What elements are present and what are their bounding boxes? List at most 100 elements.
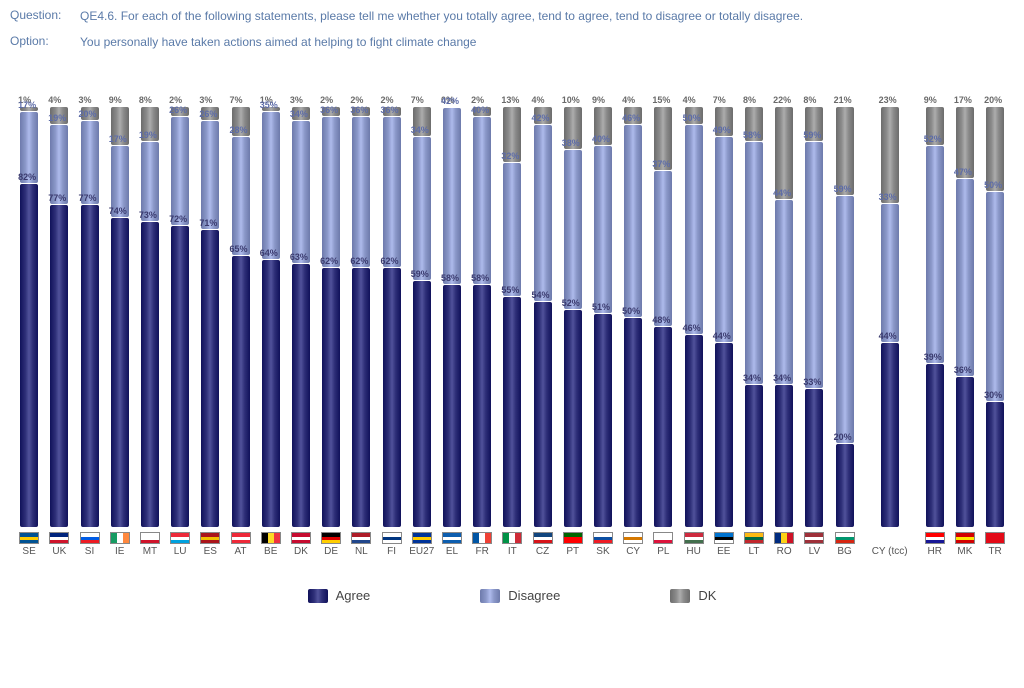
- legend-label: Disagree: [508, 588, 560, 603]
- bar-segment-disagree: 32%: [503, 163, 521, 297]
- bar-segment-disagree: 42%: [443, 108, 461, 284]
- chart-column: 3%34%63%DK: [286, 68, 316, 578]
- question-text: QE4.6. For each of the following stateme…: [80, 8, 803, 24]
- bar-segment-disagree: 33%: [881, 204, 899, 342]
- bar-segment-agree: 62%: [322, 268, 340, 527]
- chart-column: 2%36%62%FI: [376, 68, 406, 578]
- chart-column: 7%34%59%EU27: [407, 68, 437, 578]
- bar-value-label: 77%: [48, 193, 66, 203]
- chart-column: 17%47%36%MK: [950, 68, 980, 578]
- country-code-label: CY: [626, 546, 640, 557]
- bar-value-label: 73%: [139, 210, 157, 220]
- country-code-label: EE: [717, 546, 730, 557]
- bar-value-label: 8%: [743, 95, 756, 105]
- bar-segment-agree: 46%: [685, 335, 703, 527]
- bar-value-label: 10%: [562, 95, 580, 105]
- country-flag-icon: [170, 532, 190, 544]
- bar-segment-agree: 51%: [594, 314, 612, 527]
- country-code-label: FR: [475, 546, 488, 557]
- legend-swatch-icon: [480, 589, 500, 603]
- chart-column: 4%46%50%CY: [618, 68, 648, 578]
- bar-value-label: 50%: [683, 113, 701, 123]
- bar-segment-agree: 44%: [715, 343, 733, 527]
- country-code-label: SE: [22, 546, 35, 557]
- bar-value-label: 46%: [683, 323, 701, 333]
- bar-value-label: 26%: [169, 105, 187, 115]
- bar-value-label: 58%: [441, 273, 459, 283]
- bar-value-label: 42%: [441, 96, 459, 106]
- chart-column: 13%32%55%IT: [497, 68, 527, 578]
- chart-column: 15%37%48%PL: [648, 68, 678, 578]
- bar-segment-disagree: 50%: [685, 125, 703, 334]
- bar-value-label: 40%: [592, 134, 610, 144]
- bar-segment-agree: 71%: [201, 230, 219, 527]
- bar-value-label: 58%: [743, 130, 761, 140]
- bar-segment-agree: 54%: [534, 302, 552, 528]
- bar-segment-agree: 48%: [654, 327, 672, 528]
- bar-value-label: 71%: [199, 218, 217, 228]
- bar-segment-dk: 22%: [775, 107, 793, 199]
- bar-value-label: 38%: [562, 138, 580, 148]
- country-code-label: LU: [174, 546, 187, 557]
- legend-label: Agree: [336, 588, 371, 603]
- country-flag-icon: [321, 532, 341, 544]
- bar-value-label: 52%: [924, 134, 942, 144]
- bar-segment-disagree: 58%: [745, 142, 763, 385]
- bar-value-label: 49%: [713, 125, 731, 135]
- bar-segment-agree: 59%: [413, 281, 431, 528]
- bar-value-label: 34%: [743, 373, 761, 383]
- country-flag-icon: [200, 532, 220, 544]
- bar-value-label: 82%: [18, 172, 36, 182]
- chart-column: 4%42%54%CZ: [527, 68, 557, 578]
- bar-value-label: 22%: [773, 95, 791, 105]
- bar-segment-disagree: 59%: [836, 196, 854, 443]
- country-code-label: HR: [928, 546, 942, 557]
- chart-column: 10%38%52%PT: [558, 68, 588, 578]
- bar-value-label: 17%: [109, 134, 127, 144]
- bar-segment-dk: 23%: [881, 107, 899, 203]
- country-flag-icon: [472, 532, 492, 544]
- bar-segment-agree: 34%: [745, 385, 763, 527]
- legend-item-agree: Agree: [308, 588, 371, 603]
- bar-segment-disagree: 35%: [262, 112, 280, 258]
- bar-value-label: 55%: [501, 285, 519, 295]
- country-flag-icon: [19, 532, 39, 544]
- chart-column: 7%28%65%AT: [225, 68, 255, 578]
- bar-segment-disagree: 36%: [352, 117, 370, 268]
- country-flag-icon: [502, 532, 522, 544]
- chart-column: 20%50%30%TR: [980, 68, 1010, 578]
- country-flag-icon: [985, 532, 1005, 544]
- bar-value-label: 62%: [381, 256, 399, 266]
- chart-column: 9%52%39%HR: [920, 68, 950, 578]
- bar-value-label: 33%: [803, 377, 821, 387]
- chart-column: 8%58%34%LT: [739, 68, 769, 578]
- bar-value-label: 4%: [683, 95, 696, 105]
- country-flag-icon: [714, 532, 734, 544]
- bar-value-label: 4%: [48, 95, 61, 105]
- bar-value-label: 74%: [109, 206, 127, 216]
- country-flag-icon: [49, 532, 69, 544]
- bar-value-label: 13%: [501, 95, 519, 105]
- bar-value-label: 42%: [532, 113, 550, 123]
- chart-column: 22%44%34%RO: [769, 68, 799, 578]
- bar-segment-disagree: 46%: [624, 125, 642, 317]
- chart-column: 8%19%73%MT: [135, 68, 165, 578]
- bar-value-label: 59%: [411, 269, 429, 279]
- bar-segment-disagree: 36%: [322, 117, 340, 268]
- bar-value-label: 36%: [954, 365, 972, 375]
- country-code-label: SI: [85, 546, 94, 557]
- bar-value-label: 51%: [592, 302, 610, 312]
- bar-value-label: 37%: [652, 159, 670, 169]
- country-code-label: RO: [777, 546, 792, 557]
- bar-segment-agree: 55%: [503, 297, 521, 527]
- bar-value-label: 20%: [79, 109, 97, 119]
- country-flag-icon: [231, 532, 251, 544]
- country-flag-icon: [110, 532, 130, 544]
- bar-segment-disagree: 44%: [775, 200, 793, 384]
- chart-column: 2%36%62%NL: [346, 68, 376, 578]
- country-flag-icon: [925, 532, 945, 544]
- country-flag-icon: [533, 532, 553, 544]
- question-label: Question:: [10, 8, 80, 24]
- bar-value-label: 62%: [320, 256, 338, 266]
- country-flag-icon: [563, 532, 583, 544]
